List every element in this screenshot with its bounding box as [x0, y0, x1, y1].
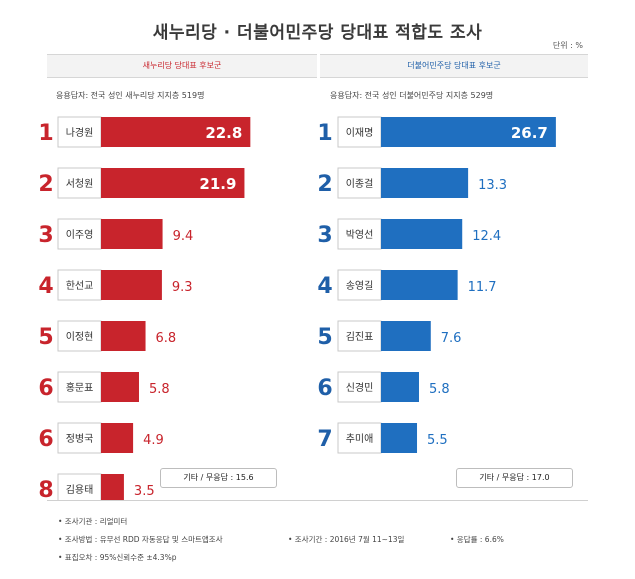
left-candidate-name-5: 이정현 [66, 331, 94, 343]
unit-label: 단위 : % [552, 41, 583, 50]
left-rank-1: 1 [38, 121, 53, 146]
right-name-box-4 [337, 269, 382, 301]
left-value-label-5: 6.8 [156, 331, 177, 346]
right-value-label-7: 5.5 [427, 433, 448, 448]
left-bar-3 [101, 219, 163, 249]
right-rank-3: 3 [317, 223, 332, 248]
right-rank-4: 4 [317, 274, 332, 299]
left-rank-2: 2 [38, 172, 53, 197]
left-candidate-name-6: 홍문표 [66, 381, 94, 394]
left-respondent-note: 응용답자: 전국 성인 새누리당 지지층 519명 [56, 91, 205, 100]
note-agency: • 조사기관 : 리얼미터 [58, 517, 128, 526]
left-bar-2 [101, 168, 245, 198]
right-rank-2: 2 [317, 172, 332, 197]
left-candidate-name-8: 김용태 [66, 484, 94, 496]
left-rank-5: 5 [38, 325, 53, 350]
left-bar-5 [101, 321, 146, 351]
left-candidate-name-3: 이주영 [66, 229, 94, 241]
right-name-box-2 [337, 167, 382, 199]
right-panel-title: 더불어민주당 당대표 후보군 [320, 54, 588, 78]
right-rank-6: 6 [317, 376, 332, 401]
left-value-label-4: 9.3 [172, 280, 193, 295]
left-rank-7: 6 [38, 427, 53, 452]
left-name-box-4 [57, 269, 102, 301]
left-candidate-name-2: 서청원 [66, 178, 94, 190]
right-bar-4 [381, 270, 458, 300]
right-bar-7 [381, 423, 418, 453]
left-panel-title: 새누리당 당대표 후보군 [47, 54, 317, 78]
left-rank-6: 6 [38, 376, 53, 401]
left-other-response-box: 기타 / 무응답 : 15.6 [160, 468, 277, 488]
left-value-label-1: 22.8 [205, 124, 242, 142]
left-bar-4 [101, 270, 162, 300]
right-candidate-name-2: 이종걸 [346, 177, 374, 190]
note-method: • 조사방법 : 유무선 RDD 자동응답 및 스마트앱조사 [58, 535, 223, 544]
note-margin: • 표집오차 : 95%신뢰수준 ±4.3%p [58, 553, 177, 562]
note-response-rate: • 응답률 : 6.6% [450, 535, 504, 544]
right-value-label-2: 13.3 [478, 178, 507, 193]
right-candidate-name-3: 박영선 [346, 229, 374, 241]
right-value-label-5: 7.6 [441, 331, 462, 346]
right-candidate-name-5: 김진표 [346, 331, 374, 343]
footer-divider [47, 500, 588, 501]
left-name-box-6 [57, 371, 102, 403]
right-other-response-box: 기타 / 무응답 : 17.0 [456, 468, 573, 488]
right-bar-5 [381, 321, 431, 351]
right-bar-2 [381, 168, 469, 198]
right-name-box-3 [337, 218, 382, 250]
right-value-label-6: 5.8 [429, 382, 450, 397]
left-bar-7 [101, 423, 134, 453]
right-candidate-name-4: 송영길 [346, 279, 374, 292]
right-rank-7: 7 [317, 427, 332, 452]
bar-chart: 1 나경원 22.8 2 서청원 21.9 3 이주영 9.4 4 한선교 9.3 5 이정현 6.8 6 홍문… [38, 116, 556, 500]
right-rank-5: 5 [317, 325, 332, 350]
left-value-label-8: 3.5 [134, 484, 155, 499]
left-name-box-7 [57, 422, 102, 454]
right-candidate-name-6: 신경민 [346, 381, 374, 394]
right-value-label-1: 26.7 [511, 124, 548, 142]
left-candidate-name-4: 한선교 [66, 280, 94, 292]
right-name-box-1 [337, 116, 382, 148]
right-candidate-name-7: 추미애 [346, 433, 374, 445]
left-value-label-6: 5.8 [149, 382, 170, 397]
left-value-label-3: 9.4 [173, 229, 194, 244]
left-rank-4: 4 [38, 274, 53, 299]
left-value-label-2: 21.9 [199, 175, 236, 193]
right-rank-1: 1 [317, 121, 332, 146]
note-period: • 조사기간 : 2016년 7월 11~13일 [288, 535, 405, 544]
chart-title: 새누리당 · 더불어민주당 당대표 적합도 조사 [152, 23, 483, 43]
left-bar-1 [101, 117, 251, 147]
left-name-box-5 [57, 320, 102, 352]
left-candidate-name-7: 정병국 [66, 433, 94, 445]
right-value-label-3: 12.4 [472, 229, 501, 244]
right-respondent-note: 응용답자: 전국 성인 더불어민주당 지지층 529명 [330, 91, 494, 100]
left-bar-8 [101, 474, 124, 500]
right-value-label-4: 11.7 [468, 280, 497, 295]
left-value-label-7: 4.9 [143, 433, 164, 448]
left-candidate-name-1: 나경원 [66, 126, 94, 139]
left-rank-8: 8 [38, 478, 53, 500]
right-candidate-name-1: 이재명 [346, 127, 374, 139]
right-bar-6 [381, 372, 419, 402]
left-bar-6 [101, 372, 139, 402]
right-bar-3 [381, 219, 463, 249]
right-name-box-5 [337, 320, 382, 352]
right-bar-1 [381, 117, 556, 147]
left-rank-3: 3 [38, 223, 53, 248]
left-name-box-1 [57, 116, 102, 148]
